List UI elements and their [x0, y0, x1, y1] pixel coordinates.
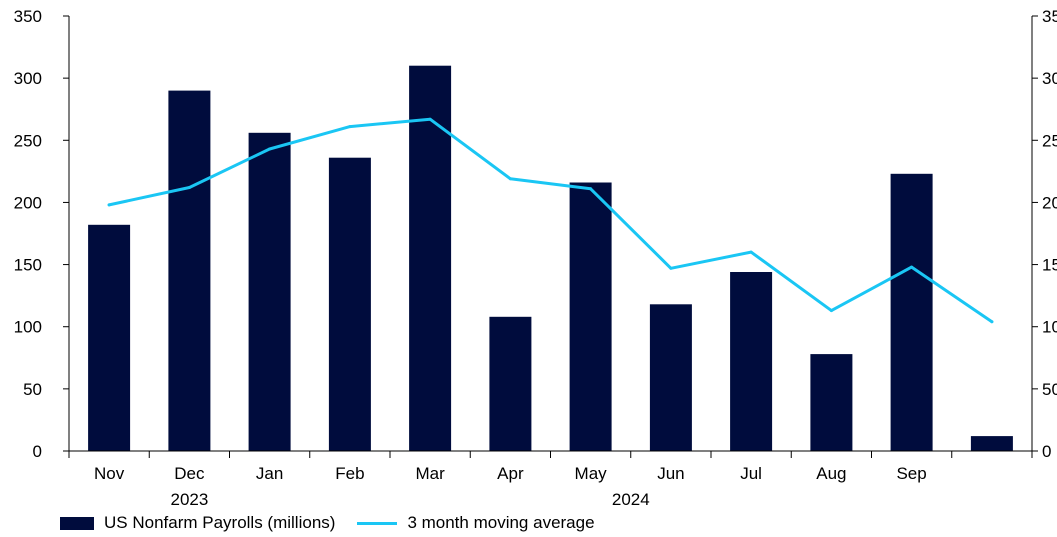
moving-average-point-apr: [508, 177, 512, 181]
x-tick-label-mar: Mar: [415, 464, 445, 483]
right-y-tick-label: 100: [1042, 318, 1057, 337]
legend-label-moving-average: 3 month moving average: [407, 513, 595, 532]
right-y-tick-label: 200: [1042, 193, 1057, 212]
legend-swatch-payrolls: [60, 516, 94, 530]
bar-series: [88, 65, 1013, 452]
moving-average-point-feb: [348, 125, 352, 129]
moving-average-line: [107, 117, 994, 324]
bar-sep: [890, 173, 933, 452]
bar-oct: [970, 436, 1013, 451]
moving-average-point-jul: [749, 250, 753, 254]
bar-nov: [88, 224, 131, 451]
x-tick-label-jan: Jan: [256, 464, 283, 483]
left-y-tick-label: 200: [14, 193, 42, 212]
x-tick-label-aug: Aug: [816, 464, 846, 483]
bar-may: [569, 182, 612, 451]
legend: US Nonfarm Payrolls (millions) 3 month m…: [60, 512, 617, 534]
x-tick-label-jul: Jul: [740, 464, 762, 483]
x-tick-label-dec: Dec: [174, 464, 205, 483]
bar-mar: [409, 65, 452, 451]
moving-average-point-jun: [669, 266, 673, 270]
right-y-tick-label: 350: [1042, 7, 1057, 26]
x-tick-label-apr: Apr: [497, 464, 524, 483]
x-tick-label-jun: Jun: [657, 464, 684, 483]
axes: [63, 15, 1038, 458]
year-label-2024: 2024: [612, 490, 650, 509]
left-y-tick-label: 150: [14, 256, 42, 275]
x-tick-label-may: May: [575, 464, 608, 483]
moving-average-point-may: [589, 187, 593, 191]
x-tick-label-nov: Nov: [94, 464, 125, 483]
bar-jan: [248, 132, 291, 452]
left-y-tick-label: 100: [14, 318, 42, 337]
left-y-tick-label: 250: [14, 131, 42, 150]
moving-average-point-nov: [107, 203, 111, 207]
bar-jul: [730, 272, 773, 451]
moving-average-point-mar: [428, 117, 432, 121]
year-label-2023: 2023: [170, 490, 208, 509]
right-y-tick-label: 150: [1042, 256, 1057, 275]
bar-apr: [489, 316, 532, 451]
right-y-tick-label: 300: [1042, 69, 1057, 88]
left-y-tick-label: 300: [14, 69, 42, 88]
moving-average-point-dec: [187, 186, 191, 189]
x-tick-label-sep: Sep: [896, 464, 926, 483]
moving-average-point-aug: [829, 309, 833, 313]
bar-aug: [810, 354, 853, 451]
moving-average-point-jan: [268, 147, 272, 151]
bar-dec: [168, 90, 211, 451]
right-y-tick-label: 250: [1042, 131, 1057, 150]
right-y-tick-label: 0: [1042, 442, 1051, 461]
moving-average-series: [107, 117, 994, 324]
moving-average-point-oct: [990, 320, 994, 324]
legend-item-moving-average: 3 month moving average: [357, 513, 595, 533]
legend-item-payrolls: US Nonfarm Payrolls (millions): [60, 513, 335, 533]
bar-jun: [649, 304, 692, 451]
legend-label-payrolls: US Nonfarm Payrolls (millions): [104, 513, 336, 532]
tick-labels: 0 0 50 50 100 100 150 150 200 200 250 250 300 300 350 3…: [14, 7, 1057, 509]
right-y-tick-label: 50: [1042, 380, 1057, 399]
bar-feb: [328, 157, 371, 451]
moving-average-point-sep: [910, 265, 914, 269]
left-y-tick-label: 350: [14, 7, 42, 26]
left-y-tick-label: 50: [23, 380, 42, 399]
left-y-tick-label: 0: [33, 442, 42, 461]
x-tick-label-feb: Feb: [335, 464, 364, 483]
legend-swatch-moving-average: [357, 521, 398, 525]
